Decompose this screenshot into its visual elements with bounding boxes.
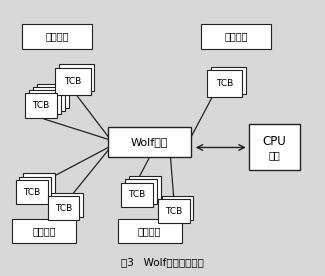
Polygon shape <box>56 68 91 95</box>
Polygon shape <box>125 179 157 204</box>
Polygon shape <box>211 67 246 94</box>
Polygon shape <box>201 24 271 49</box>
Polygon shape <box>118 219 182 243</box>
Polygon shape <box>37 84 69 108</box>
Text: TCB: TCB <box>32 101 50 110</box>
Polygon shape <box>129 176 161 200</box>
Polygon shape <box>33 87 65 111</box>
Polygon shape <box>22 24 92 49</box>
Text: TCB: TCB <box>55 204 72 213</box>
Polygon shape <box>25 93 57 118</box>
Polygon shape <box>207 70 242 97</box>
Polygon shape <box>47 196 79 221</box>
Polygon shape <box>20 177 51 201</box>
Polygon shape <box>162 196 193 220</box>
Text: TCB: TCB <box>165 206 182 216</box>
Polygon shape <box>108 127 191 157</box>
Text: TCB: TCB <box>128 190 146 199</box>
Polygon shape <box>12 219 76 243</box>
Text: 执行: 执行 <box>268 150 280 160</box>
Polygon shape <box>249 124 300 171</box>
Text: TCB: TCB <box>64 77 82 86</box>
Text: CPU: CPU <box>262 136 286 148</box>
Text: TCB: TCB <box>216 79 233 88</box>
Text: Wolf内核: Wolf内核 <box>131 137 168 147</box>
Polygon shape <box>121 183 153 207</box>
Text: TCB: TCB <box>23 188 40 197</box>
Polygon shape <box>158 199 190 223</box>
Text: 图3   Wolf任务管理队列: 图3 Wolf任务管理队列 <box>121 258 204 267</box>
Polygon shape <box>16 180 47 204</box>
Polygon shape <box>29 90 61 115</box>
Polygon shape <box>59 64 95 91</box>
Text: 阻塞队列: 阻塞队列 <box>45 31 69 42</box>
Text: 睯眠队列: 睯眠队列 <box>224 31 248 42</box>
Text: 就绪队列: 就绪队列 <box>138 226 162 236</box>
Text: 挂起队列: 挂起队列 <box>32 226 56 236</box>
Polygon shape <box>23 173 55 198</box>
Polygon shape <box>51 193 83 217</box>
